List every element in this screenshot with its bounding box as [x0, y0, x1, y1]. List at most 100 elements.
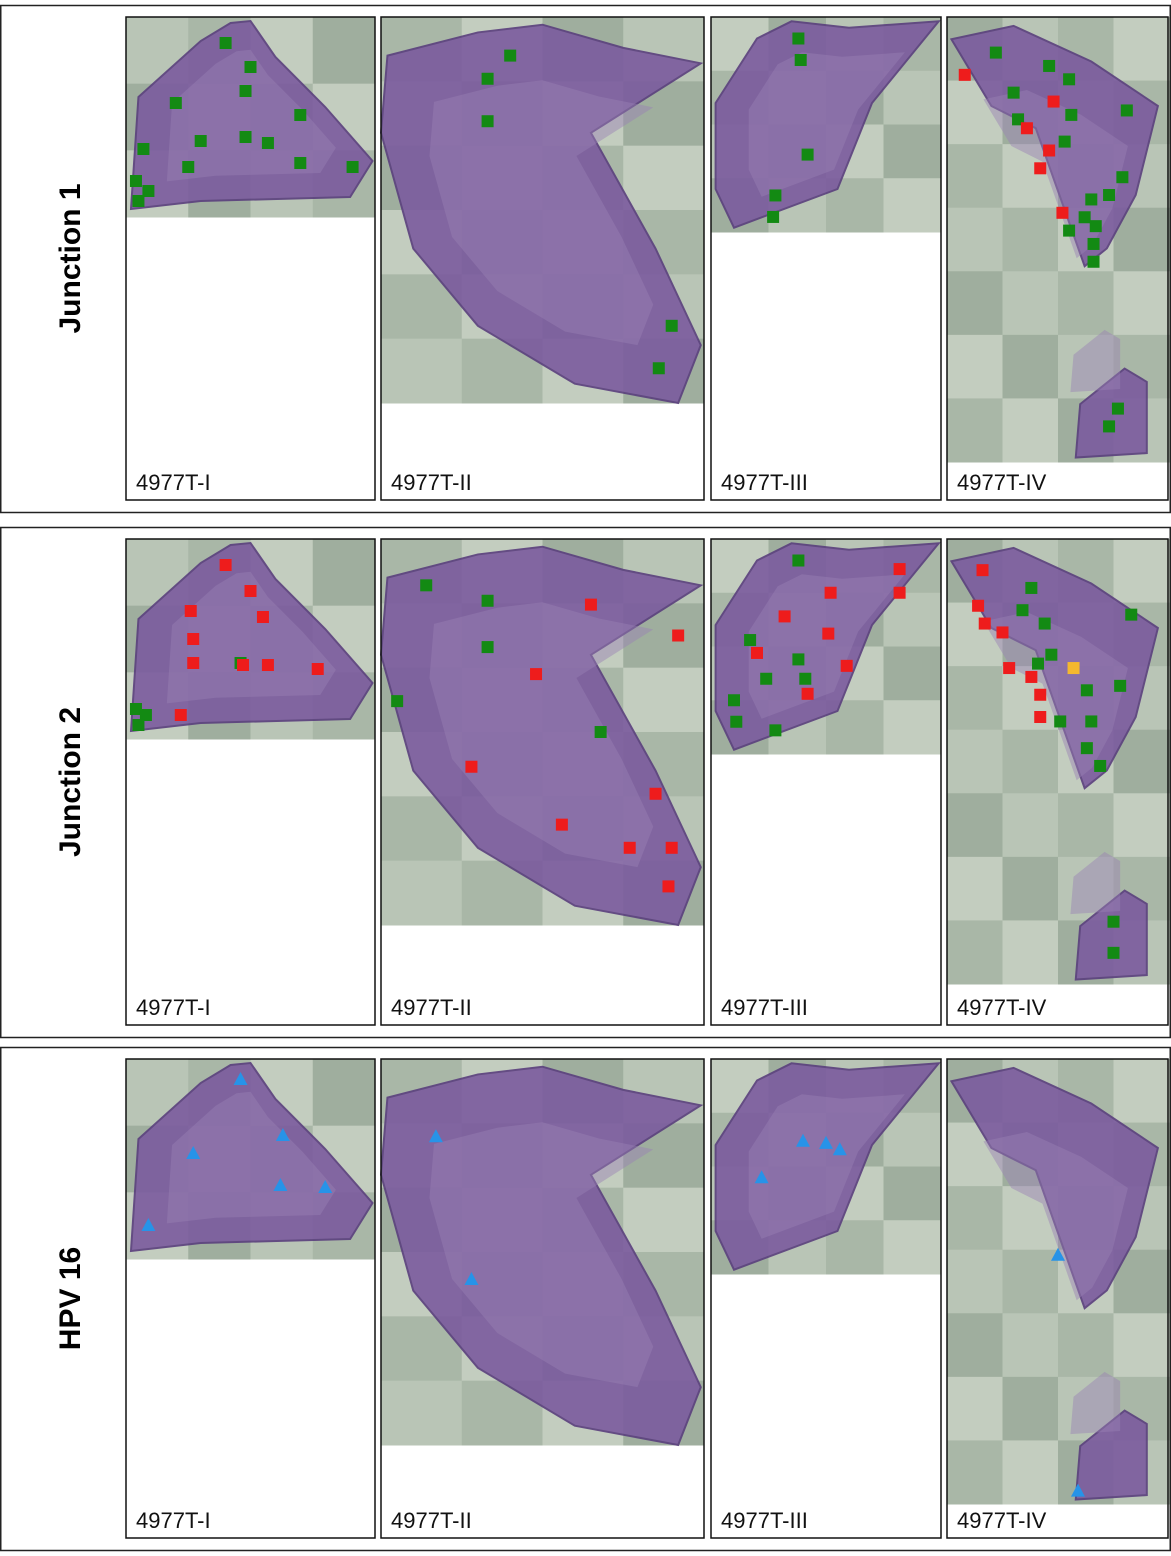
marker-square — [294, 109, 306, 121]
marker-square — [1008, 87, 1020, 99]
panel-label: 4977T-I — [136, 470, 211, 495]
panel-label: 4977T-IV — [957, 995, 1047, 1020]
image-tile — [1003, 335, 1059, 399]
figure: Junction 14977T-I4977T-II4977T-III4977T-… — [0, 0, 1171, 1556]
marker-square — [1116, 171, 1128, 183]
marker-square — [977, 564, 989, 576]
marker-square — [1048, 96, 1060, 108]
panel: 4977T-I — [126, 539, 376, 1025]
marker-square — [979, 618, 991, 630]
marker-square — [182, 161, 194, 173]
marker-square — [220, 559, 232, 571]
marker-square — [1085, 715, 1097, 727]
image-tile — [947, 398, 1003, 462]
marker-square — [666, 842, 678, 854]
marker-square — [187, 633, 199, 645]
image-tile — [884, 647, 942, 701]
marker-square — [662, 880, 674, 892]
marker-square — [482, 115, 494, 127]
image-tile — [1058, 1313, 1114, 1377]
panel-label: 4977T-II — [391, 995, 472, 1020]
marker-square — [1032, 658, 1044, 670]
marker-square — [1034, 689, 1046, 701]
image-tile — [381, 1381, 462, 1446]
marker-square — [312, 663, 324, 675]
marker-square — [1003, 662, 1015, 674]
panel-label: 4977T-II — [391, 1508, 472, 1533]
marker-square — [792, 653, 804, 665]
panel: 4977T-IV — [947, 17, 1170, 500]
image-tile — [1114, 793, 1170, 857]
image-tile — [313, 1059, 376, 1126]
image-tile — [947, 857, 1003, 921]
image-tile — [947, 1440, 1003, 1504]
row-label: Junction 2 — [54, 707, 87, 857]
image-tile — [1003, 1377, 1059, 1441]
image-tile — [1003, 1250, 1059, 1314]
image-tile — [947, 271, 1003, 335]
image-tile — [313, 17, 376, 84]
marker-square — [728, 694, 740, 706]
marker-square — [894, 563, 906, 575]
marker-square — [795, 54, 807, 66]
marker-square — [1103, 420, 1115, 432]
marker-square — [672, 630, 684, 642]
image-tile — [381, 861, 462, 926]
image-tile — [623, 146, 704, 211]
marker-square — [262, 659, 274, 671]
image-tile — [947, 1377, 1003, 1441]
marker-square — [482, 595, 494, 607]
image-tile — [1114, 1059, 1170, 1123]
marker-square — [245, 61, 257, 73]
marker-square — [420, 579, 432, 591]
marker-square — [802, 688, 814, 700]
image-tile — [947, 144, 1003, 208]
marker-square — [595, 726, 607, 738]
marker-square — [262, 137, 274, 149]
marker-square — [1112, 403, 1124, 415]
panel-label: 4977T-I — [136, 1508, 211, 1533]
marker-square — [294, 157, 306, 169]
marker-square — [894, 587, 906, 599]
panel: 4977T-IV — [947, 539, 1170, 1025]
marker-square — [240, 85, 252, 97]
panel: 4977T-III — [711, 1059, 942, 1538]
image-tile — [884, 178, 942, 232]
marker-square — [585, 599, 597, 611]
image-tile — [1003, 271, 1059, 335]
panel: 4977T-II — [381, 539, 705, 1025]
marker-square — [132, 195, 144, 207]
marker-square — [1081, 742, 1093, 754]
marker-square — [195, 135, 207, 147]
marker-square — [1016, 604, 1028, 616]
marker-square — [185, 605, 197, 617]
image-tile — [381, 339, 462, 404]
marker-square — [1059, 136, 1071, 148]
marker-square — [1068, 662, 1080, 674]
image-tile — [623, 668, 704, 733]
marker-square — [245, 585, 257, 597]
marker-square — [802, 149, 814, 161]
panel-label: 4977T-III — [721, 995, 808, 1020]
marker-square — [825, 587, 837, 599]
panel-label: 4977T-III — [721, 470, 808, 495]
marker-square — [391, 695, 403, 707]
marker-square — [760, 673, 772, 685]
marker-square — [744, 634, 756, 646]
marker-square — [1090, 220, 1102, 232]
marker-square — [187, 657, 199, 669]
row-label: HPV 16 — [54, 1247, 87, 1350]
panel: 4977T-IV — [947, 1059, 1170, 1538]
marker-square — [1079, 211, 1091, 223]
marker-square — [822, 628, 834, 640]
marker-square — [1063, 73, 1075, 85]
image-tile — [1003, 730, 1059, 794]
marker-square — [997, 626, 1009, 638]
image-tile — [947, 1186, 1003, 1250]
marker-square — [220, 37, 232, 49]
marker-square — [1043, 60, 1055, 72]
marker-square — [465, 761, 477, 773]
marker-square — [1125, 609, 1137, 621]
marker-square — [1108, 947, 1120, 959]
marker-square — [1043, 145, 1055, 157]
